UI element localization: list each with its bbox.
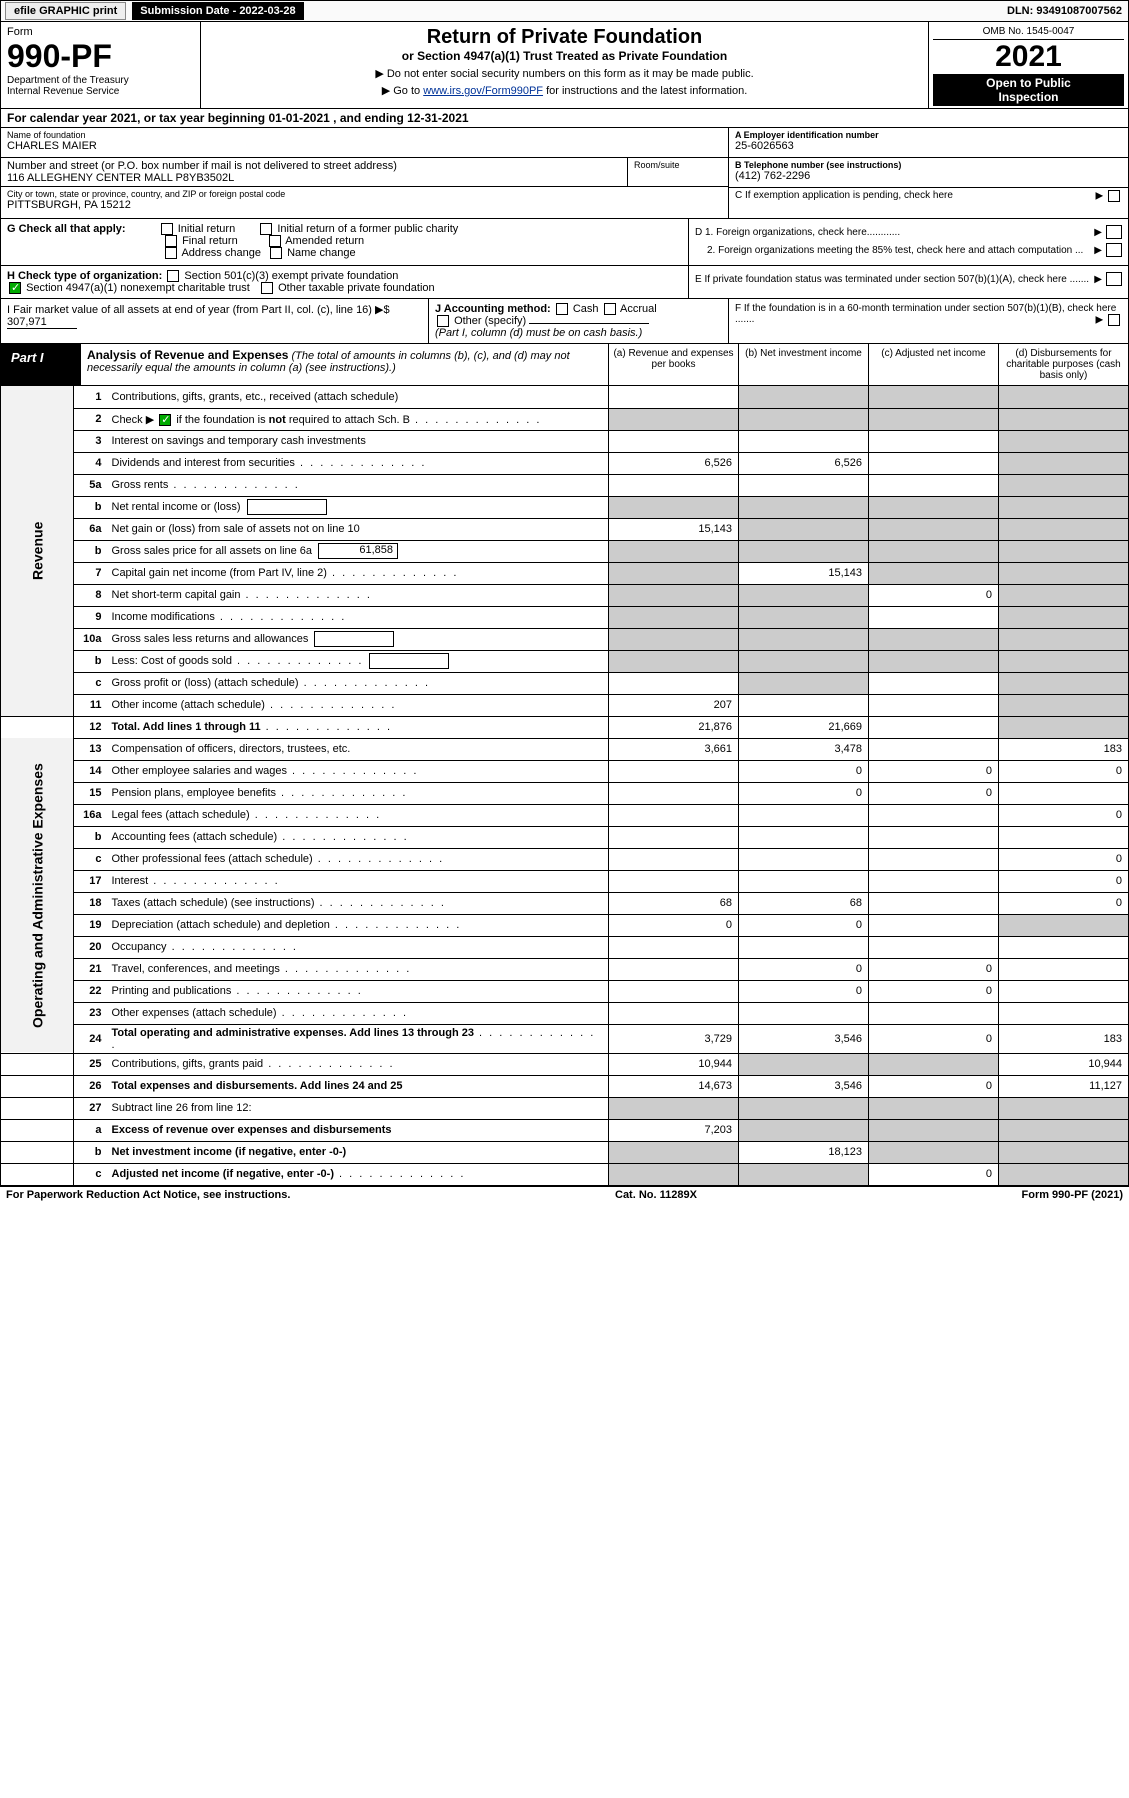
- col-c-hdr: (c) Adjusted net income: [868, 344, 998, 385]
- addr-value: 116 ALLEGHENY CENTER MALL P8YB3502L: [7, 172, 621, 184]
- j-label: J Accounting method:: [435, 303, 551, 315]
- e-section: E If private foundation status was termi…: [688, 266, 1128, 298]
- form-subtitle: or Section 4947(a)(1) Trust Treated as P…: [211, 49, 918, 63]
- dept-line1: Department of the Treasury: [7, 75, 194, 86]
- col-a-hdr: (a) Revenue and expenses per books: [608, 344, 738, 385]
- part1-header: Part I Analysis of Revenue and Expenses …: [0, 344, 1129, 386]
- phone-label: B Telephone number (see instructions): [735, 160, 1122, 170]
- chk-501c3[interactable]: [167, 270, 179, 282]
- footer-right: Form 990-PF (2021): [1022, 1189, 1123, 1201]
- form-number: 990-PF: [7, 38, 194, 75]
- col-d-hdr: (d) Disbursements for charitable purpose…: [998, 344, 1128, 385]
- goto-pre: ▶ Go to: [382, 85, 423, 97]
- j-note: (Part I, column (d) must be on cash basi…: [435, 327, 642, 339]
- footer-left: For Paperwork Reduction Act Notice, see …: [6, 1189, 290, 1201]
- g-section: G Check all that apply: Initial return I…: [1, 219, 688, 265]
- i-section: I Fair market value of all assets at end…: [1, 299, 428, 343]
- ident-block: Name of foundation CHARLES MAIER Number …: [0, 128, 1129, 219]
- e-label: E If private foundation status was termi…: [695, 274, 1089, 285]
- calendar-year-line: For calendar year 2021, or tax year begi…: [0, 109, 1129, 128]
- submission-date: Submission Date - 2022-03-28: [132, 2, 303, 20]
- city-value: PITTSBURGH, PA 15212: [7, 199, 722, 211]
- d2-label: 2. Foreign organizations meeting the 85%…: [707, 245, 1083, 256]
- part1-tag: Part I: [1, 344, 81, 385]
- d2-checkbox[interactable]: [1106, 243, 1122, 257]
- f-label: F If the foundation is in a 60-month ter…: [735, 303, 1116, 325]
- form-title: Return of Private Foundation: [211, 26, 918, 49]
- phone-value: (412) 762-2296: [735, 170, 1122, 182]
- chk-schB[interactable]: [159, 414, 171, 426]
- form-title-box: Return of Private Foundation or Section …: [201, 22, 928, 108]
- warn-ssn: ▶ Do not enter social security numbers o…: [211, 67, 918, 80]
- ijf-row: I Fair market value of all assets at end…: [0, 299, 1129, 344]
- room-label: Room/suite: [628, 158, 728, 186]
- side-expenses: Operating and Administrative Expenses: [1, 738, 74, 1053]
- goto-line: ▶ Go to www.irs.gov/Form990PF for instru…: [211, 84, 918, 97]
- c-checkbox[interactable]: [1108, 190, 1120, 202]
- tax-year: 2021: [933, 40, 1124, 74]
- ein-value: 25-6026563: [735, 140, 1122, 152]
- irs-link[interactable]: www.irs.gov/Form990PF: [423, 85, 543, 97]
- addr-label: Number and street (or P.O. box number if…: [7, 160, 621, 172]
- j-section: J Accounting method: Cash Accrual Other …: [428, 299, 728, 343]
- d-section: D 1. Foreign organizations, check here..…: [688, 219, 1128, 265]
- e-checkbox[interactable]: [1106, 272, 1122, 286]
- form-header: Form 990-PF Department of the Treasury I…: [0, 22, 1129, 109]
- chk-addr-change[interactable]: [165, 247, 177, 259]
- dept-line2: Internal Revenue Service: [7, 86, 194, 97]
- chk-final[interactable]: [165, 235, 177, 247]
- dln: DLN: 93491087007562: [1007, 5, 1128, 17]
- efile-print-btn[interactable]: efile GRAPHIC print: [5, 2, 126, 20]
- chk-other-taxable[interactable]: [261, 282, 273, 294]
- footer-mid: Cat. No. 11289X: [615, 1189, 697, 1201]
- d1-checkbox[interactable]: [1106, 225, 1122, 239]
- chk-amended[interactable]: [269, 235, 281, 247]
- chk-name-change[interactable]: [270, 247, 282, 259]
- h-section: H Check type of organization: Section 50…: [1, 266, 688, 298]
- i-value: 307,971: [7, 316, 77, 329]
- d1-label: D 1. Foreign organizations, check here..…: [695, 227, 900, 238]
- g-label: G Check all that apply:: [7, 223, 126, 235]
- form-id-box: Form 990-PF Department of the Treasury I…: [1, 22, 201, 108]
- goto-post: for instructions and the latest informat…: [543, 85, 747, 97]
- open-public: Open to PublicInspection: [933, 74, 1124, 106]
- foundation-name: CHARLES MAIER: [7, 140, 722, 152]
- footer: For Paperwork Reduction Act Notice, see …: [0, 1186, 1129, 1203]
- chk-4947[interactable]: [9, 282, 21, 294]
- c-exemption-label: C If exemption application is pending, c…: [735, 190, 953, 201]
- year-box: OMB No. 1545-0047 2021 Open to PublicIns…: [928, 22, 1128, 108]
- efile-banner: efile GRAPHIC print Submission Date - 20…: [0, 0, 1129, 22]
- col-b-hdr: (b) Net investment income: [738, 344, 868, 385]
- part1-desc: Analysis of Revenue and Expenses (The to…: [81, 344, 608, 385]
- side-revenue: Revenue: [1, 386, 74, 716]
- ein-label: A Employer identification number: [735, 130, 1122, 140]
- part1-table: Revenue 1Contributions, gifts, grants, e…: [0, 386, 1129, 1186]
- form-label: Form: [7, 26, 194, 38]
- city-label: City or town, state or province, country…: [7, 189, 722, 199]
- h-label: H Check type of organization:: [7, 270, 162, 282]
- omb-number: OMB No. 1545-0047: [933, 24, 1124, 40]
- i-label: I Fair market value of all assets at end…: [7, 304, 390, 316]
- f-section: F If the foundation is in a 60-month ter…: [728, 299, 1128, 343]
- chk-initial[interactable]: [161, 223, 173, 235]
- chk-initial-former[interactable]: [260, 223, 272, 235]
- f-checkbox[interactable]: [1108, 314, 1120, 326]
- chk-other-method[interactable]: [437, 315, 449, 327]
- chk-accrual[interactable]: [604, 303, 616, 315]
- name-label: Name of foundation: [7, 130, 722, 140]
- chk-cash[interactable]: [556, 303, 568, 315]
